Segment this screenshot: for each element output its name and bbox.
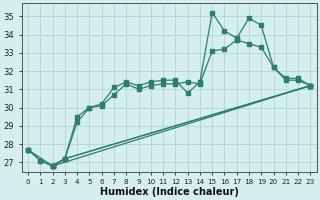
X-axis label: Humidex (Indice chaleur): Humidex (Indice chaleur) [100, 187, 239, 197]
